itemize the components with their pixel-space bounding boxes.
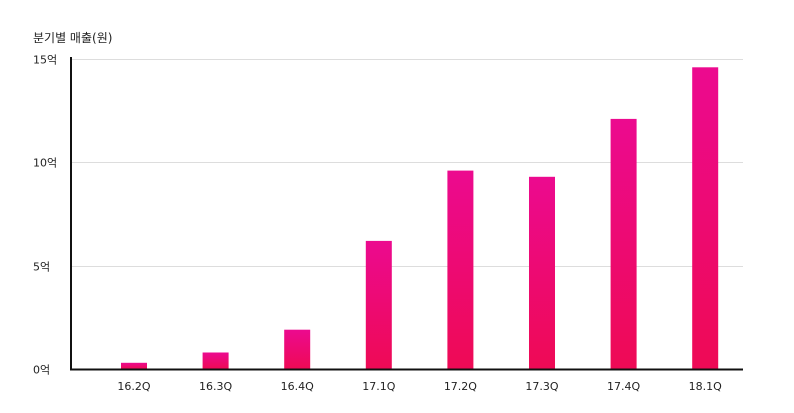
x-tick-label: 17.1Q	[362, 380, 395, 393]
x-tick-label: 17.2Q	[444, 380, 477, 393]
y-tick-label: 5억	[33, 261, 50, 274]
bar-18.1Q	[692, 67, 719, 370]
x-tick-label: 18.1Q	[689, 380, 722, 393]
x-tick-labels: 16.2Q 16.3Q 16.4Q 17.1Q 17.2Q 17.3Q 17.4Q 18.1Q	[117, 380, 722, 393]
x-tick-label: 17.3Q	[525, 380, 558, 393]
bar-17.2Q	[447, 170, 474, 369]
bar-16.4Q	[284, 329, 311, 369]
x-tick-label: 17.4Q	[607, 380, 640, 393]
bars	[121, 67, 719, 370]
bar-17.4Q	[610, 118, 637, 370]
y-tick-label: 0억	[33, 364, 50, 377]
y-axis-title: 분기별 매출(원)	[33, 31, 112, 45]
x-tick-label: 16.3Q	[199, 380, 232, 393]
bar-17.3Q	[529, 176, 555, 369]
bar-17.1Q	[365, 240, 392, 369]
y-tick-labels: 0억 5억 10억 15억	[33, 54, 57, 377]
y-tick-label: 10억	[33, 157, 57, 170]
bar-16.2Q	[121, 362, 147, 369]
bar-16.3Q	[202, 352, 229, 369]
x-tick-label: 16.2Q	[117, 380, 150, 393]
grid-lines	[71, 59, 743, 267]
y-tick-label: 15억	[33, 54, 57, 67]
x-tick-label: 16.4Q	[281, 380, 314, 393]
